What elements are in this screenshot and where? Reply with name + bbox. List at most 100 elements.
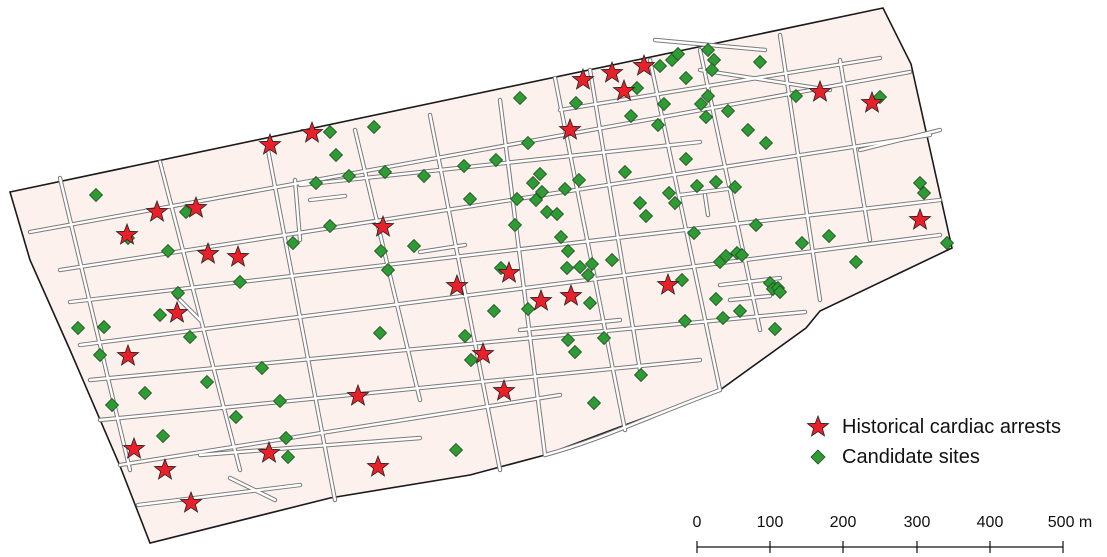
cardiac-arrest-marker [153,457,177,480]
candidate-site-marker [254,360,270,376]
candidate-site-marker [678,70,694,86]
cardiac-arrest-marker [558,117,582,140]
cardiac-arrest-marker [632,53,656,76]
legend-label-sites: Candidate sites [842,445,980,468]
candidate-site-marker [638,208,654,224]
cardiac-arrest-marker [471,341,495,364]
candidate-site-marker [372,325,388,341]
candidate-site-marker [661,185,677,201]
candidate-site-marker [560,332,576,348]
candidate-site-marker [632,195,648,211]
candidate-site-marker [507,217,523,233]
cardiac-arrest-marker [529,288,553,311]
candidate-site-marker [228,409,244,425]
candidate-site-marker [182,329,198,345]
candidate-site-marker [568,95,584,111]
candidate-site-marker [667,195,683,211]
candidate-site-marker [178,204,194,220]
candidate-site-marker [285,235,301,251]
cardiac-arrest-marker [860,90,884,113]
candidate-site-marker [821,228,837,244]
scale-label-0: 0 [692,514,702,531]
candidate-site-marker [532,166,548,182]
candidate-site-marker [700,42,716,58]
cardiac-arrest-marker [300,120,324,143]
candidate-site-marker [689,178,705,194]
candidate-site-marker [380,262,396,278]
candidate-site-marker [715,310,731,326]
cardiac-arrest-marker [366,454,390,477]
candidate-site-marker [767,321,783,337]
candidate-site-marker [520,135,536,151]
scale-label-400: 400 [976,514,1004,531]
cardiac-arrest-marker [371,214,395,237]
cardiac-arrest-marker [184,195,208,218]
candidate-site-marker [584,256,600,272]
cardiac-arrest-marker [571,67,595,90]
candidate-site-marker [406,238,422,254]
candidate-site-marker [700,88,716,104]
candidate-site-marker [104,397,120,413]
candidate-site-marker [633,367,649,383]
candidate-site-marker [623,108,639,124]
candidate-site-marker [549,206,565,222]
cardiac-arrest-marker [122,436,146,459]
cardiac-arrest-marker [257,440,281,463]
candidate-site-marker [732,303,748,319]
district-boundary [8,7,953,544]
cardiac-arrest-marker [145,199,169,222]
candidate-site-marker [280,449,296,465]
candidate-site-marker [509,191,525,207]
candidate-site-marker [720,103,736,119]
candidate-site-marker [377,164,393,180]
cardiac-arrest-marker [116,343,140,366]
candidate-site-marker [70,320,86,336]
candidate-site-marker [670,46,686,62]
cardiac-arrest-marker [258,132,282,155]
cardiac-arrest-marker [600,60,624,83]
scale-label-500: 500 m [1047,514,1093,531]
candidate-site-marker [678,151,694,167]
candidate-site-marker [617,164,633,180]
candidate-site-marker [698,109,714,125]
map-legend: Historical cardiac arrests Candidate sit… [800,412,1100,472]
legend-label-arrests: Historical cardiac arrests [842,415,1061,438]
candidate-site-marker [278,430,294,446]
cardiac-arrest-marker [196,241,220,264]
candidate-site-marker [448,442,464,458]
scale-bar-graphic [696,541,1064,553]
cardiac-arrest-marker [908,207,932,230]
candidate-site-marker [704,62,720,78]
candidate-site-marker [571,172,587,188]
candidate-site-marker [686,225,702,241]
candidate-site-marker [656,96,672,112]
candidate-site-marker [652,58,668,74]
candidate-site-marker [366,119,382,135]
candidate-site-marker [758,135,774,151]
candidate-site-marker [916,185,932,201]
candidate-site-marker [604,252,620,268]
candidate-site-marker [463,352,479,368]
candidate-site-marker [416,168,432,184]
candidate-site-marker [512,90,528,106]
candidate-site-marker [567,344,583,360]
candidate-site-marker [322,218,338,234]
candidate-site-marker [650,117,666,133]
cardiac-arrest-marker [115,222,139,245]
candidate-site-marker [572,259,588,275]
candidate-site-marker [677,313,693,329]
candidate-site-marker [559,260,575,276]
candidate-site-marker [629,80,645,96]
candidate-site-marker [170,285,186,301]
candidate-site-marker [748,217,764,233]
candidate-site-marker [92,347,108,363]
candidate-site-marker [462,191,478,207]
candidate-site-marker [596,330,612,346]
cardiac-arrest-marker [656,272,680,295]
candidate-site-marker [308,175,324,191]
cardiac-arrest-marker [179,490,203,513]
candidate-site-marker [525,175,541,191]
candidate-site-marker [557,181,573,197]
candidate-site-marker [560,243,576,259]
